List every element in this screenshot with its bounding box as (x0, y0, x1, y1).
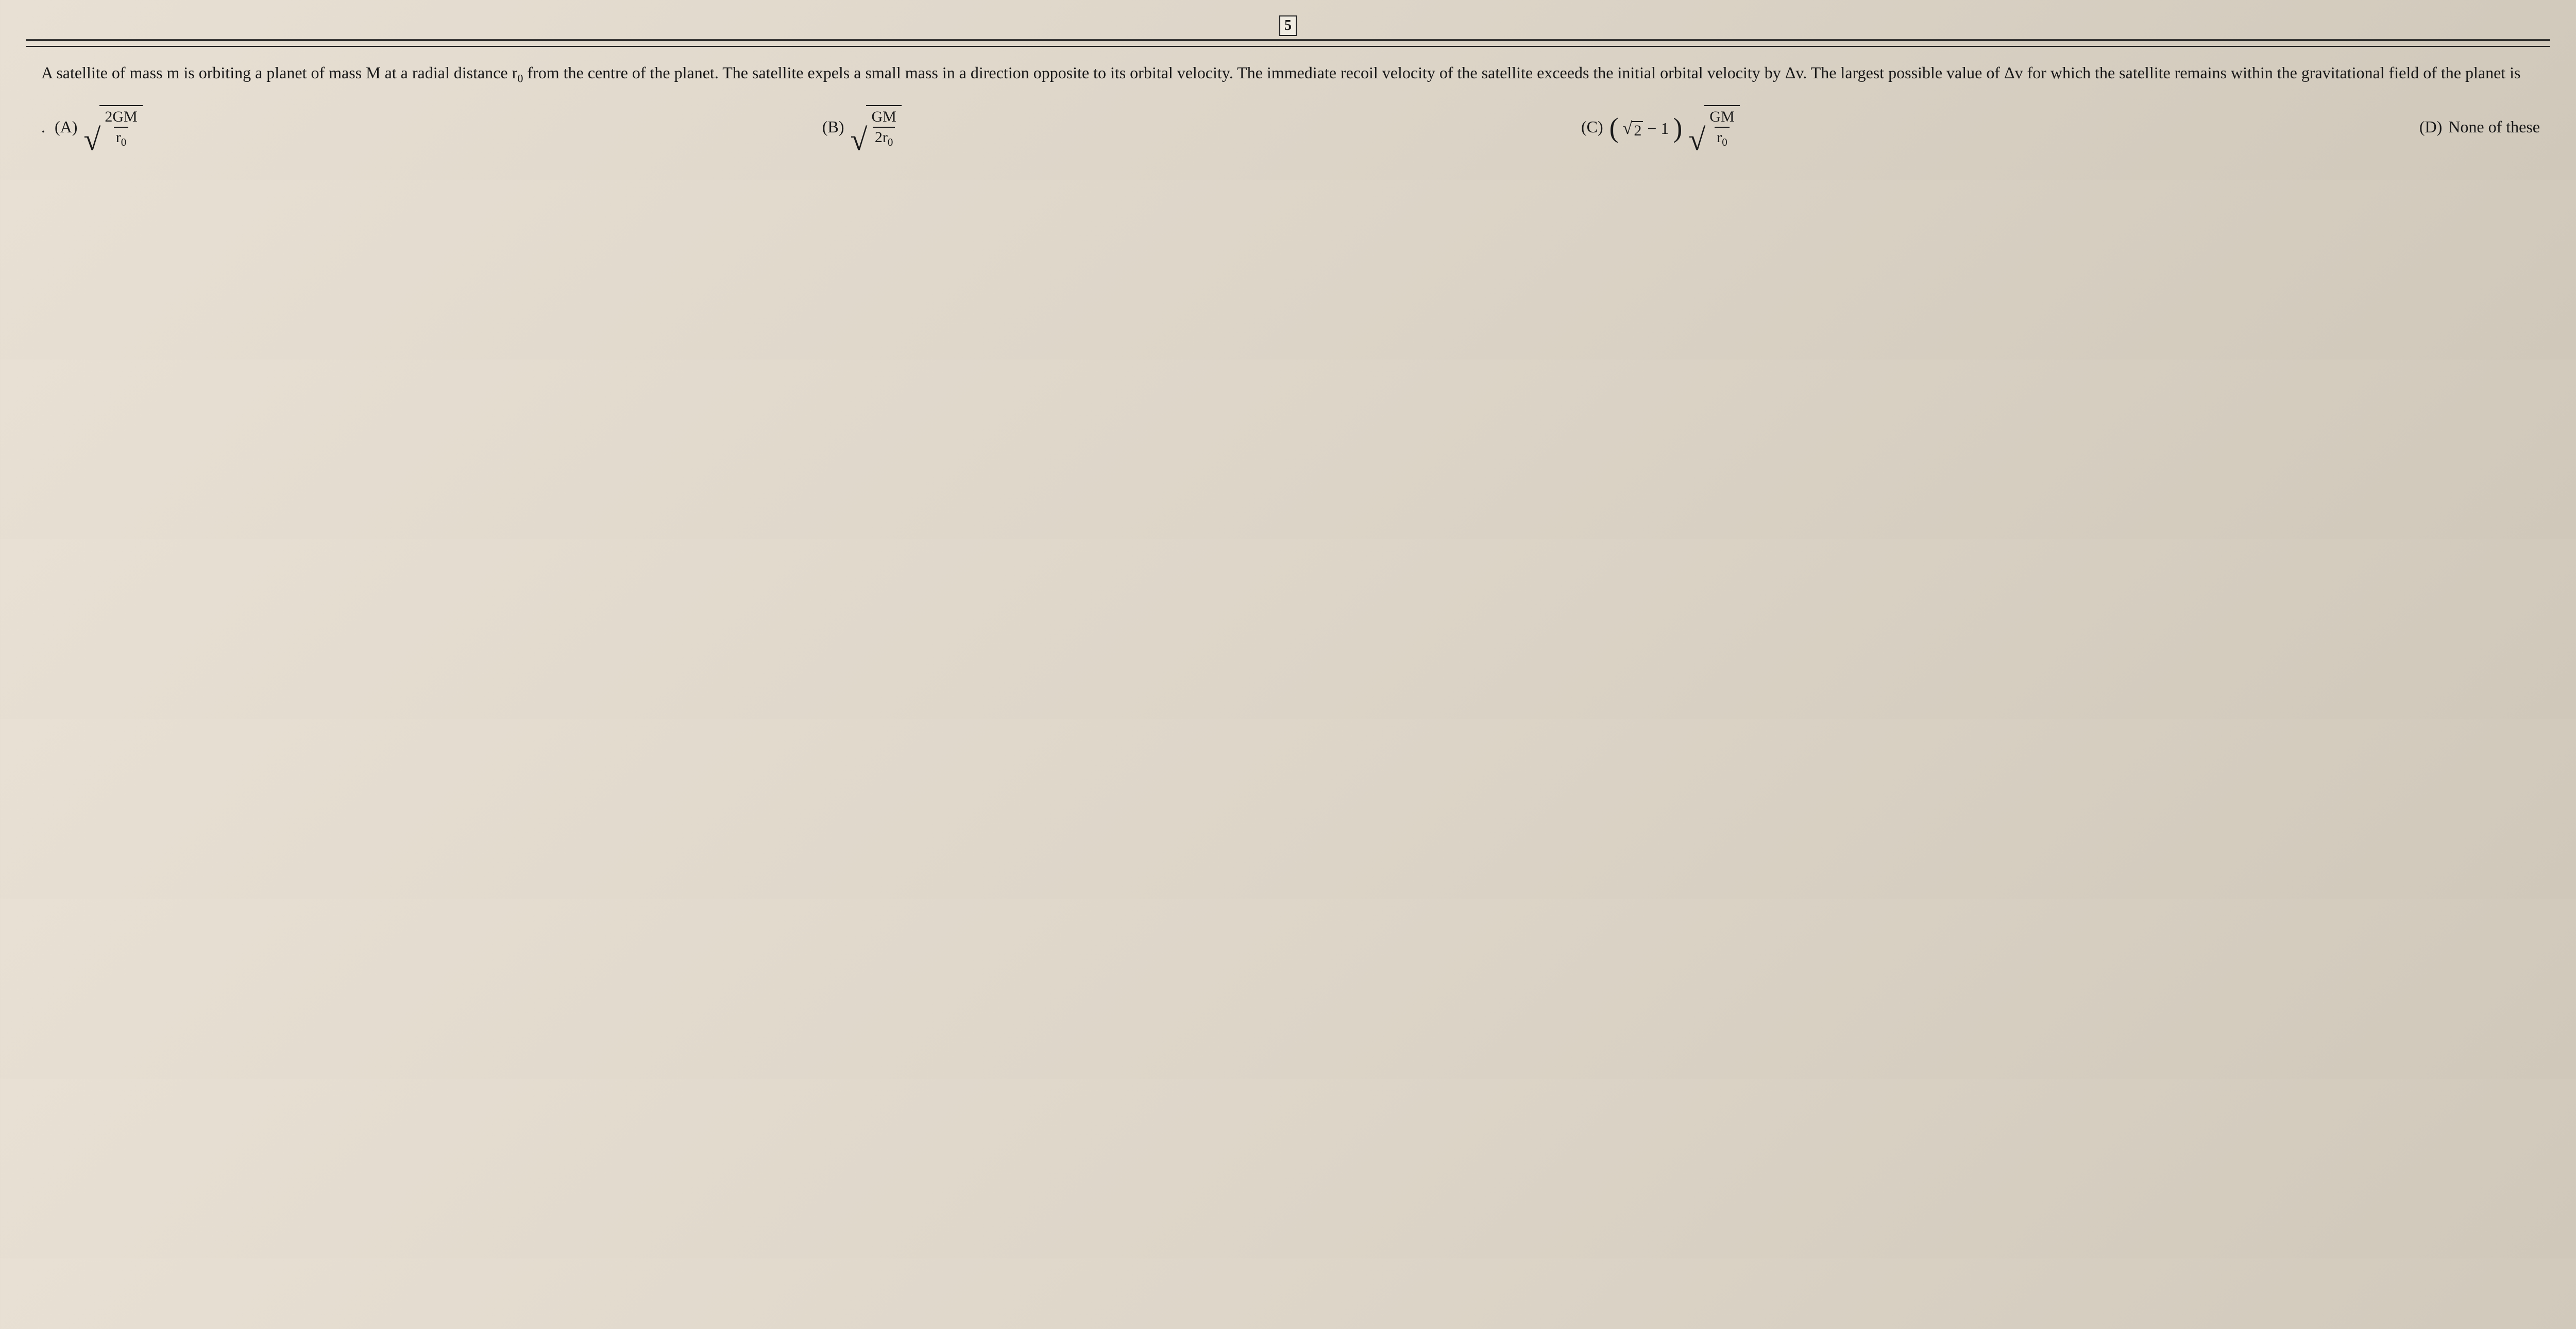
option-b-numerator: GM (869, 108, 898, 127)
option-b-den-sym: 2r (875, 129, 888, 146)
option-c-den-sym: r (1717, 129, 1722, 146)
option-c-numerator: GM (1707, 108, 1736, 127)
option-a-den-sym: r (116, 129, 121, 146)
option-a: . (A) √ 2GM r0 (41, 105, 143, 149)
option-b-den-sub: 0 (888, 136, 893, 148)
radical-icon: √ (83, 130, 100, 150)
option-a-fraction: 2GM r0 (103, 108, 139, 149)
option-a-den-sub: 0 (121, 136, 127, 148)
radical-icon: √ (851, 130, 868, 150)
option-c-denominator: r0 (1715, 127, 1730, 148)
question-part-1: A satellite of mass m is orbiting a plan… (41, 63, 517, 82)
options-row: . (A) √ 2GM r0 (B) √ GM 2r0 (26, 105, 2550, 149)
top-single-rule (26, 46, 2550, 47)
option-a-radicand: 2GM r0 (99, 105, 142, 149)
option-d-label: (D) (2419, 117, 2442, 137)
option-c-inner-sqrt-val: 2 (1632, 121, 1643, 140)
option-c-paren-group: ( √ 2 − 1 ) (1609, 114, 1683, 140)
option-c-expression: √ GM r0 (1688, 105, 1739, 149)
option-b-denominator: 2r0 (873, 127, 895, 148)
page-number-container: 5 (26, 15, 2550, 36)
option-c-den-sub: 0 (1722, 136, 1727, 148)
question-part-2: from the centre of the planet. The satel… (523, 63, 2520, 82)
left-paren-icon: ( (1609, 112, 1619, 143)
option-a-denominator: r0 (114, 127, 129, 148)
option-a-label: (A) (55, 117, 77, 137)
option-a-numerator: 2GM (103, 108, 139, 127)
option-a-lead-dot: . (41, 117, 45, 137)
option-a-expression: √ 2GM r0 (83, 105, 142, 149)
option-d-text: None of these (2448, 117, 2540, 137)
option-c-radicand: GM r0 (1704, 105, 1739, 149)
option-c-inner-op: − 1 (1647, 119, 1669, 138)
option-b-expression: √ GM 2r0 (851, 105, 902, 149)
option-b-fraction: GM 2r0 (869, 108, 898, 149)
option-c-label: (C) (1581, 117, 1603, 137)
radical-icon: √ (1688, 130, 1705, 150)
option-b-label: (B) (822, 117, 844, 137)
question-sub-1: 0 (517, 72, 523, 84)
right-paren-icon: ) (1673, 112, 1682, 143)
top-double-rule (26, 39, 2550, 41)
option-c-inner-sqrt: √ 2 (1623, 121, 1643, 140)
option-c: (C) ( √ 2 − 1 ) √ GM r0 (1581, 105, 1740, 149)
option-c-fraction: GM r0 (1707, 108, 1736, 149)
question-text: A satellite of mass m is orbiting a plan… (41, 57, 2550, 90)
option-d: (D) None of these (2419, 117, 2540, 137)
option-b-radicand: GM 2r0 (866, 105, 901, 149)
page-number: 5 (1279, 15, 1297, 36)
radical-icon: √ (1623, 121, 1633, 137)
option-b: (B) √ GM 2r0 (822, 105, 902, 149)
